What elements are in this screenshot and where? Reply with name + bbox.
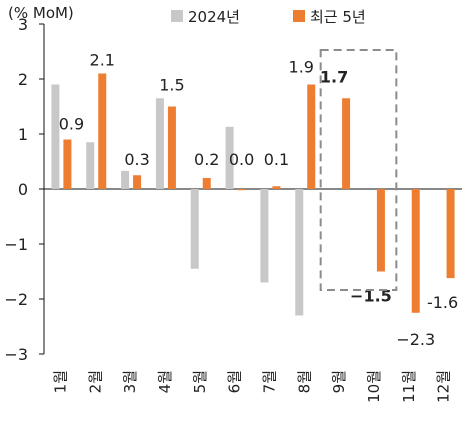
bar-2024-5 bbox=[190, 189, 199, 269]
x-tick-label: 12월 bbox=[435, 370, 453, 403]
bar-2024-3 bbox=[121, 170, 130, 189]
bar-recent5y-1 bbox=[63, 139, 72, 189]
data-label-recent5y-9: 1.7 bbox=[320, 67, 348, 86]
bar-recent5y-4 bbox=[167, 106, 176, 189]
bar-recent5y-11 bbox=[411, 189, 420, 313]
y-axis-unit-label: (% MoM) bbox=[8, 4, 74, 22]
data-label-recent5y-6: 0.0 bbox=[229, 150, 254, 169]
highlight-box bbox=[319, 49, 398, 291]
bar-2024-6 bbox=[225, 126, 234, 189]
x-tick-label: 1월 bbox=[51, 370, 69, 393]
x-tick-label: 2월 bbox=[86, 370, 104, 393]
x-tick-label: 8월 bbox=[295, 370, 313, 393]
data-label-recent5y-8: 1.9 bbox=[289, 58, 314, 77]
y-tick-label: 0 bbox=[18, 180, 28, 199]
bar-recent5y-8 bbox=[307, 84, 316, 189]
legend: 2024년 최근 5년 bbox=[171, 8, 366, 26]
bar-recent5y-6 bbox=[237, 189, 246, 191]
legend-swatch-2024 bbox=[171, 10, 183, 22]
y-tick-label: −1 bbox=[4, 235, 28, 254]
y-tick-label: 3 bbox=[18, 15, 28, 34]
x-tick-label: 10월 bbox=[365, 370, 383, 403]
y-axis: 3 2 1 0 −1 −2 −3 bbox=[4, 15, 44, 364]
x-tick-label: 6월 bbox=[226, 370, 244, 393]
data-label-recent5y-1: 0.9 bbox=[59, 115, 84, 134]
x-tick-label: 7월 bbox=[260, 370, 278, 393]
bar-recent5y-5 bbox=[202, 178, 211, 189]
bars bbox=[51, 73, 455, 316]
bar-2024-8 bbox=[295, 189, 304, 316]
data-label-recent5y-12: -1.6 bbox=[427, 293, 458, 312]
data-label-recent5y-7: 0.1 bbox=[264, 150, 289, 169]
data-label-recent5y-2: 2.1 bbox=[90, 51, 115, 70]
data-label-recent5y-10: −1.5 bbox=[350, 287, 392, 306]
y-tick-label: −3 bbox=[4, 345, 28, 364]
x-axis-labels: 1월 2월 3월 4월 5월 6월 7월 8월 9월 10월 11월 12월 bbox=[51, 370, 452, 403]
bar-recent5y-2 bbox=[98, 73, 107, 189]
y-tick-label: 1 bbox=[18, 125, 28, 144]
bar-recent5y-7 bbox=[272, 186, 281, 189]
data-labels: 0.9 2.1 0.3 1.5 0.2 0.0 0.1 1.9 1.7 −1.5 −2.3 -1.6 bbox=[59, 51, 459, 349]
bar-recent5y-3 bbox=[133, 175, 142, 189]
data-label-recent5y-4: 1.5 bbox=[159, 75, 184, 94]
x-tick-label: 9월 bbox=[330, 370, 348, 393]
y-tick-label: −2 bbox=[4, 290, 28, 309]
data-label-recent5y-11: −2.3 bbox=[396, 330, 435, 349]
legend-swatch-recent5y bbox=[293, 10, 305, 22]
data-label-recent5y-5: 0.2 bbox=[194, 150, 219, 169]
bar-2024-7 bbox=[260, 189, 269, 283]
x-tick-label: 5월 bbox=[191, 370, 209, 393]
x-tick-label: 4월 bbox=[156, 370, 174, 393]
data-label-recent5y-3: 0.3 bbox=[124, 150, 149, 169]
bar-2024-1 bbox=[51, 84, 60, 189]
x-tick-label: 3월 bbox=[121, 370, 139, 393]
x-tick-label: 11월 bbox=[400, 370, 418, 403]
legend-label-2024: 2024년 bbox=[188, 8, 240, 26]
bar-2024-2 bbox=[86, 142, 95, 189]
bar-recent5y-9 bbox=[342, 98, 351, 189]
bar-recent5y-12 bbox=[446, 189, 455, 279]
bar-recent5y-10 bbox=[376, 189, 385, 272]
y-tick-label: 2 bbox=[18, 70, 28, 89]
legend-label-recent5y: 최근 5년 bbox=[310, 8, 366, 26]
bar-2024-4 bbox=[155, 98, 164, 189]
